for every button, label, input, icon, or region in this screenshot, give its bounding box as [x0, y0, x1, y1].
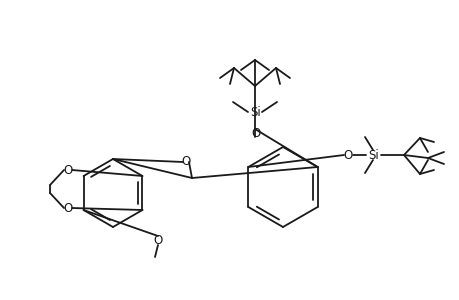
Text: O: O: [63, 202, 73, 214]
Text: O: O: [251, 127, 260, 140]
Text: O: O: [181, 154, 190, 167]
Text: Si: Si: [250, 106, 261, 118]
Text: O: O: [342, 148, 352, 161]
Text: O: O: [63, 164, 73, 176]
Text: O: O: [153, 233, 162, 247]
Text: Si: Si: [368, 148, 379, 161]
